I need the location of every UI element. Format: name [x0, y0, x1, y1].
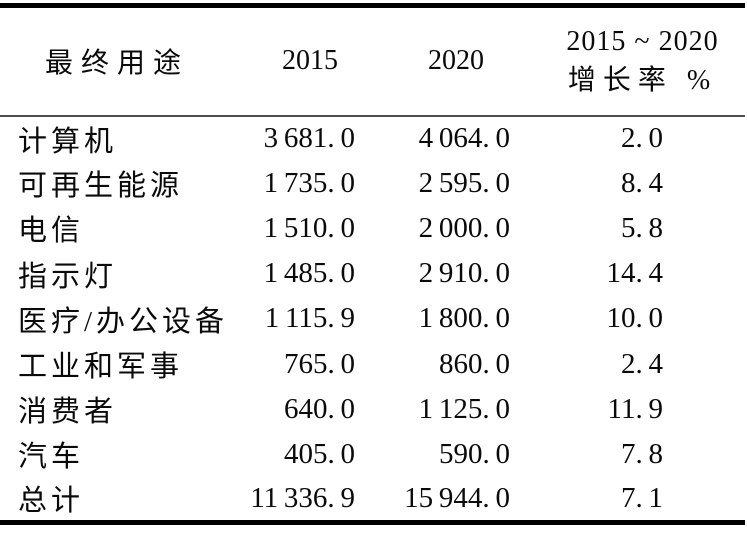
value-2015: 1 115. 9 — [264, 302, 355, 335]
row-label: 指示灯 — [18, 260, 118, 293]
value-2020: 860. 0 — [438, 347, 510, 380]
value-2020: 590. 0 — [438, 437, 510, 470]
header-growth-range: 2015 ~ 2020 — [566, 26, 719, 58]
value-growth: 10. 0 — [606, 302, 663, 335]
row-label: 计算机 — [18, 125, 118, 158]
value-growth: 14. 4 — [606, 257, 663, 290]
value-growth: 7. 8 — [620, 437, 663, 470]
value-2020: 1 800. 0 — [418, 302, 510, 335]
value-growth: 7. 1 — [620, 481, 663, 514]
value-growth: 8. 4 — [620, 166, 663, 199]
value-2015: 11 336. 9 — [250, 481, 355, 514]
table-row-total: 总计 11 336. 9 15 944. 0 7. 1 — [0, 477, 745, 522]
value-growth: 11. 9 — [607, 392, 663, 425]
value-growth: 2. 4 — [620, 347, 663, 380]
value-2020: 1 125. 0 — [418, 392, 510, 425]
value-2015: 765. 0 — [283, 347, 355, 380]
value-growth: 5. 8 — [620, 211, 663, 244]
value-2020: 2 000. 0 — [418, 211, 510, 244]
header-end-use: 最终用途 — [0, 5, 248, 117]
value-2020: 2 910. 0 — [418, 257, 510, 290]
row-label: 消费者 — [18, 396, 118, 429]
table-row: 工业和军事 765. 0 860. 0 2. 4 — [0, 341, 745, 386]
table-row: 指示灯 1 485. 0 2 910. 0 14. 4 — [0, 251, 745, 296]
table-row: 消费者 640. 0 1 125. 0 11. 9 — [0, 387, 745, 432]
table-header: 最终用途 2015 2020 2015 ~ 2020 增长率 % — [0, 5, 745, 117]
table-row: 可再生能源 1 735. 0 2 595. 0 8. 4 — [0, 161, 745, 206]
value-2015: 1 510. 0 — [263, 211, 355, 244]
table-row: 计算机 3 681. 0 4 064. 0 2. 0 — [0, 116, 745, 161]
header-growth-label: 增长率 % — [567, 65, 718, 97]
header-row: 最终用途 2015 2020 2015 ~ 2020 增长率 % — [0, 5, 745, 117]
table-row: 电信 1 510. 0 2 000. 0 5. 8 — [0, 206, 745, 251]
row-label: 医疗/办公设备 — [18, 305, 229, 338]
value-2015: 3 681. 0 — [263, 122, 355, 155]
table-row: 汽车 405. 0 590. 0 7. 8 — [0, 432, 745, 477]
end-use-data-table: 最终用途 2015 2020 2015 ~ 2020 增长率 % 计算机 3 6… — [0, 3, 745, 525]
row-label: 汽车 — [18, 441, 85, 474]
header-2020: 2020 — [372, 5, 540, 117]
value-2015: 405. 0 — [283, 437, 355, 470]
row-label: 电信 — [18, 215, 85, 248]
row-label: 工业和军事 — [18, 351, 184, 384]
value-2015: 1 485. 0 — [263, 257, 355, 290]
row-label: 可再生能源 — [18, 170, 184, 203]
value-2020: 4 064. 0 — [418, 122, 510, 155]
value-2015: 1 735. 0 — [263, 166, 355, 199]
header-2015: 2015 — [248, 5, 372, 117]
header-growth-rate: 2015 ~ 2020 增长率 % — [540, 5, 745, 117]
table-row: 医疗/办公设备 1 115. 9 1 800. 0 10. 0 — [0, 296, 745, 341]
value-2020: 15 944. 0 — [404, 481, 510, 514]
value-growth: 2. 0 — [620, 122, 663, 155]
row-label: 总计 — [18, 485, 85, 518]
value-2020: 2 595. 0 — [418, 166, 510, 199]
table-body: 计算机 3 681. 0 4 064. 0 2. 0 可再生能源 1 735. … — [0, 116, 745, 523]
value-2015: 640. 0 — [283, 392, 355, 425]
